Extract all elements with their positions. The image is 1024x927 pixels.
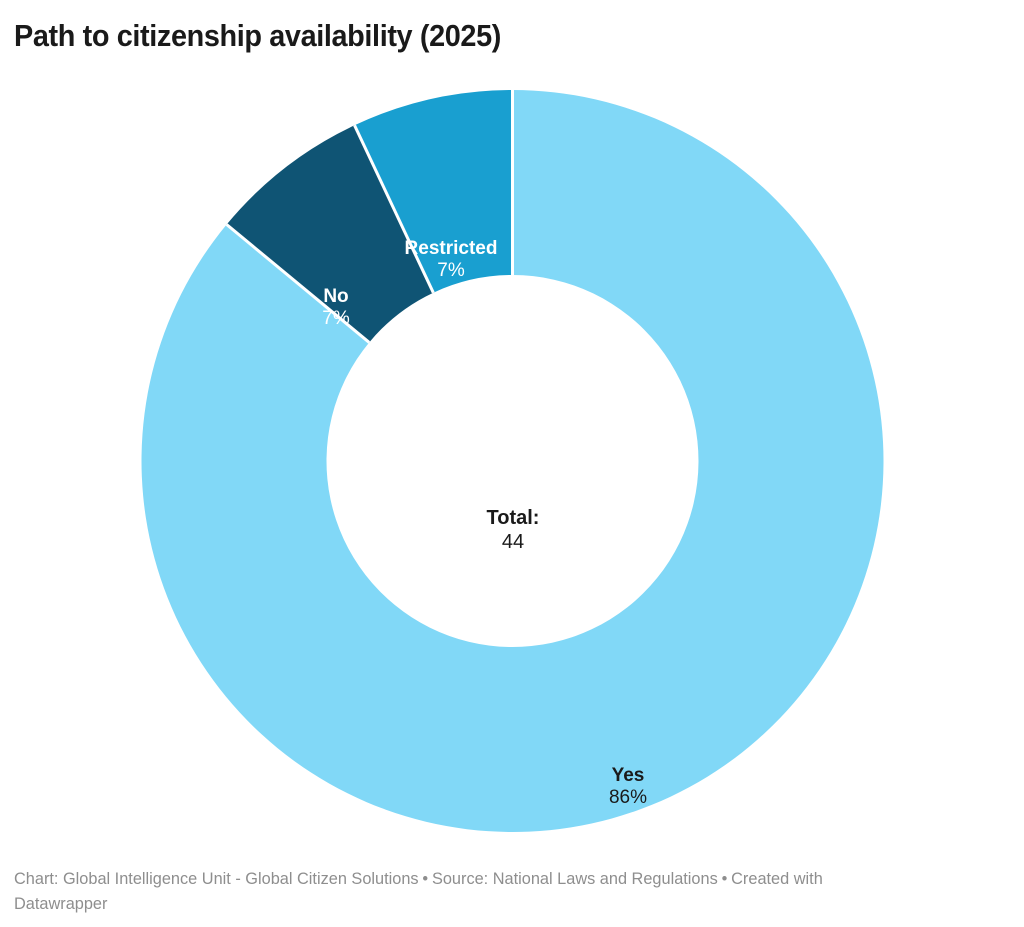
donut-chart: Restricted 7% No 7% Yes 86% Total: 44 (0, 72, 1024, 852)
footer-chart-credit: Chart: Global Intelligence Unit - Global… (14, 869, 419, 888)
page-title: Path to citizenship availability (2025) (14, 18, 501, 53)
donut-svg (141, 90, 884, 832)
donut-slice-no[interactable] (226, 125, 434, 343)
footer-separator-1: • (422, 869, 429, 888)
donut-slice-restricted[interactable] (354, 90, 513, 293)
footer-separator-2: • (721, 869, 728, 888)
slice-dividers (225, 90, 514, 344)
footer-created-with[interactable]: Created with Datawrapper (14, 869, 823, 913)
donut-slice-yes[interactable] (141, 90, 884, 832)
footer-source: Source: National Laws and Regulations (431, 869, 718, 888)
chart-footer: Chart: Global Intelligence Unit - Global… (14, 866, 897, 916)
